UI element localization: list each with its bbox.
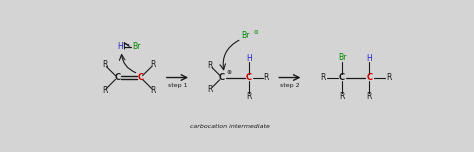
- Text: C: C: [219, 73, 225, 82]
- Text: C: C: [114, 73, 120, 82]
- Text: ⊕: ⊕: [226, 70, 231, 75]
- Text: R: R: [208, 61, 213, 71]
- Text: Br: Br: [132, 42, 140, 51]
- Text: R: R: [102, 60, 107, 69]
- Text: Br: Br: [241, 31, 249, 40]
- Text: step 1: step 1: [168, 83, 188, 88]
- Text: R: R: [339, 92, 345, 101]
- Text: C: C: [137, 73, 144, 82]
- Text: R: R: [386, 73, 392, 82]
- Text: R: R: [151, 60, 156, 69]
- Text: R: R: [366, 92, 372, 101]
- Text: H: H: [366, 54, 372, 63]
- Text: Br: Br: [338, 53, 346, 62]
- Text: H: H: [117, 42, 123, 51]
- Text: carbocation intermediate: carbocation intermediate: [190, 124, 270, 129]
- Text: R: R: [264, 73, 269, 82]
- Text: R: R: [102, 86, 107, 95]
- Text: C: C: [246, 73, 252, 82]
- Text: H: H: [246, 54, 252, 63]
- Text: C: C: [366, 73, 372, 82]
- Text: ⊖: ⊖: [253, 30, 258, 35]
- Text: R: R: [151, 86, 156, 95]
- Text: R: R: [246, 92, 252, 101]
- Text: step 2: step 2: [281, 83, 300, 88]
- Text: R: R: [320, 73, 326, 82]
- Text: C: C: [339, 73, 345, 82]
- Text: R: R: [208, 85, 213, 94]
